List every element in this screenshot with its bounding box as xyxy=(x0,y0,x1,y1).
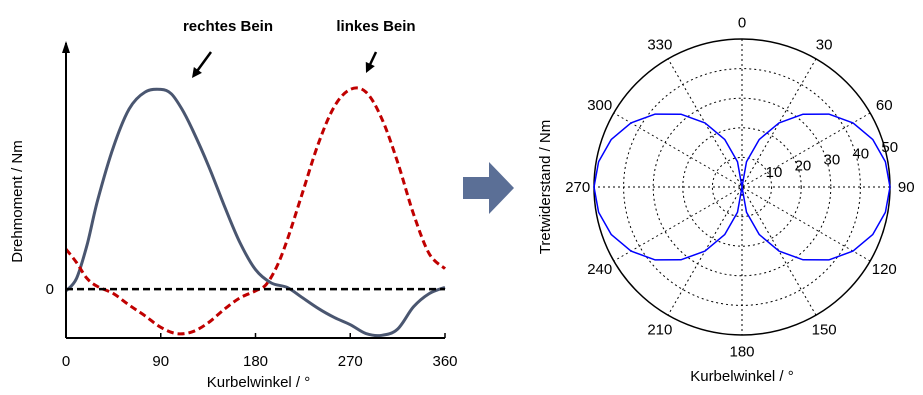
polar-series-group xyxy=(593,113,891,261)
y-tick-label: 0 xyxy=(46,281,54,298)
angle-tick-label: 240 xyxy=(587,261,612,278)
right-arrow-icon xyxy=(463,162,514,214)
polar-grid-circle xyxy=(711,156,773,218)
y-axis-arrow-icon xyxy=(62,41,70,53)
angle-tick-label: 90 xyxy=(898,179,915,196)
polar-chart: 0 30 60 90 120 150 180 210 240 270 300 330 10 20 30 40… xyxy=(537,15,915,385)
radial-tick-label: 30 xyxy=(824,152,841,169)
angle-tick-label: 330 xyxy=(647,37,672,54)
arrow-down-icon xyxy=(365,61,375,73)
x-tick-label: 90 xyxy=(152,353,169,370)
annotation-right-leg: rechtes Bein xyxy=(183,18,273,35)
annotation-arrow xyxy=(195,51,213,73)
x-tick-label: 180 xyxy=(243,353,268,370)
polar-grid-spoke xyxy=(613,112,871,262)
angle-tick-label: 30 xyxy=(816,37,833,54)
x-tick-label: 360 xyxy=(432,353,457,370)
x-tick-label: 270 xyxy=(338,353,363,370)
angle-tick-label: 210 xyxy=(647,321,672,338)
polar-y-axis-label: Tretwiderstand / Nm xyxy=(537,120,554,254)
polar-grid-spoke xyxy=(613,112,871,262)
torque-chart: 0 90 180 270 360 0 Kurbelwinkel / ° Drehmome… xyxy=(9,18,458,391)
polar-series-line xyxy=(593,113,891,261)
x-tick-group: 0 90 180 270 360 xyxy=(62,333,458,370)
polar-x-axis-label: Kurbelwinkel / ° xyxy=(690,368,794,385)
annotation-left-leg: linkes Bein xyxy=(336,18,415,35)
arrow-down-icon xyxy=(192,66,202,78)
radial-tick-label: 20 xyxy=(795,158,812,175)
radial-tick-label: 10 xyxy=(766,164,783,181)
polar-grid-spoke xyxy=(667,58,817,316)
radial-tick-label: 40 xyxy=(852,145,869,162)
angle-tick-label: 180 xyxy=(729,343,754,360)
left-leg-line xyxy=(64,86,447,336)
x-tick-label: 0 xyxy=(62,353,70,370)
angle-tick-label: 150 xyxy=(812,321,837,338)
torque-series-group xyxy=(64,86,447,338)
angle-tick-label: 120 xyxy=(872,261,897,278)
angle-tick-label: 300 xyxy=(587,97,612,114)
right-leg-line xyxy=(64,87,446,338)
x-axis-label: Kurbelwinkel / ° xyxy=(207,374,311,391)
polar-grid-spoke xyxy=(667,58,817,316)
radial-tick-group: 10 20 30 40 50 xyxy=(766,139,899,181)
angle-tick-label: 270 xyxy=(565,179,590,196)
polar-grid-circle xyxy=(652,97,832,277)
angle-tick-label: 0 xyxy=(738,15,746,32)
radial-tick-label: 50 xyxy=(881,139,898,156)
polar-grid-circle xyxy=(682,127,802,247)
angle-tick-label: 60 xyxy=(876,97,893,114)
annotation-arrow-group xyxy=(192,51,378,78)
y-axis-label: Drehmoment / Nm xyxy=(9,140,26,263)
angle-tick-group: 0 30 60 90 120 150 180 210 240 270 300 330 xyxy=(565,15,914,361)
